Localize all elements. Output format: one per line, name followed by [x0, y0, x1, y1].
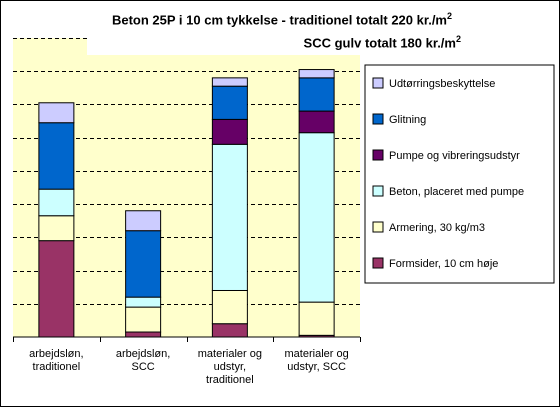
- legend-label: Pumpe og vibreringsudstyr: [389, 150, 520, 162]
- bar-segment: [38, 122, 75, 190]
- bar-segment: [211, 143, 248, 291]
- bar-segment: [38, 240, 75, 338]
- x-ticks: [13, 337, 361, 342]
- bar-segment: [298, 77, 335, 112]
- legend-label: Beton, placeret med pumpe: [389, 186, 524, 198]
- chart-title-line1: Beton 25P i 10 cm tykkelse - traditionel…: [111, 11, 453, 28]
- legend-swatch: [372, 113, 384, 125]
- legend-swatch: [372, 221, 384, 233]
- bar-segment: [125, 331, 162, 338]
- legend-label: Udtørringsbeskyttelse: [389, 78, 495, 90]
- x-tick-label: materialer og udstyr, traditionel: [198, 348, 262, 386]
- bar-segment: [211, 323, 248, 338]
- x-tick-labels: arbejdsløn, traditionel arbejdsløn, SCC mate…: [29, 348, 349, 386]
- bar-segment: [125, 306, 162, 333]
- legend-swatch: [372, 77, 384, 89]
- legend-swatch: [372, 149, 384, 161]
- bar-segment: [125, 210, 162, 232]
- x-tick-label: arbejdsløn, SCC: [116, 348, 170, 373]
- bar-segment: [38, 188, 75, 217]
- bars: [38, 69, 335, 338]
- chart-title: Beton 25P i 10 cm tykkelse - traditionel…: [87, 9, 477, 55]
- legend: Udtørringsbeskyttelse Glitning Pumpe og vi…: [372, 77, 524, 270]
- bar-segment: [38, 102, 75, 124]
- legend-box: [364, 64, 555, 284]
- bar-segment: [298, 69, 335, 79]
- legend-swatch: [372, 185, 384, 197]
- bar-segment: [211, 85, 248, 120]
- x-tick-label: materialer og udstyr, SCC: [285, 348, 349, 373]
- bar-segment: [298, 132, 335, 303]
- bar-segment: [211, 77, 248, 87]
- legend-swatch: [372, 257, 384, 269]
- bar-segment: [211, 118, 248, 145]
- legend-label: Glitning: [389, 114, 426, 126]
- bar-segment: [211, 289, 248, 325]
- bar-segment: [38, 215, 75, 242]
- chart-title-line2: SCC gulv totalt 180 kr./m2: [303, 34, 461, 51]
- legend-label: Armering, 30 kg/m3: [389, 222, 485, 234]
- bar-segment: [125, 296, 162, 308]
- legend-label: Formsider, 10 cm høje: [389, 258, 498, 270]
- x-tick-label: arbejdsløn, traditionel: [29, 348, 83, 373]
- bar-segment: [298, 110, 335, 134]
- bar-segment: [125, 230, 162, 298]
- bar-segment: [298, 301, 335, 336]
